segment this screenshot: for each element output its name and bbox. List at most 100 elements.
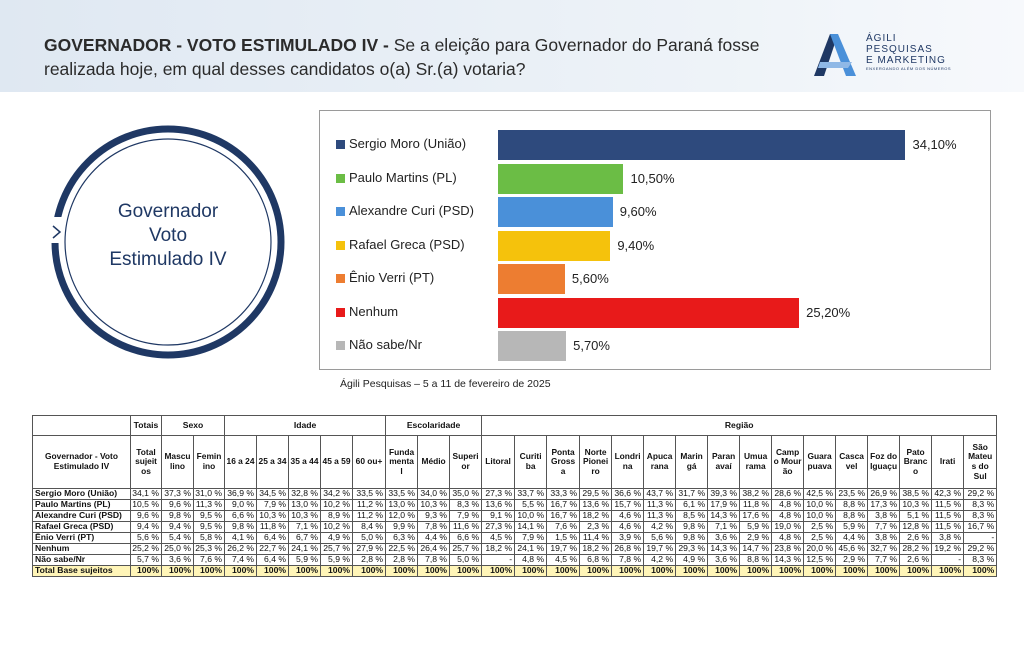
table-cell: 9,8 % bbox=[675, 532, 709, 544]
table-cell: 100% bbox=[417, 565, 451, 577]
bar-row: Nenhum 25,20% bbox=[320, 296, 992, 330]
column-header: Governador - Voto Estimulado IV bbox=[32, 435, 131, 489]
table-cell: 42,5 % bbox=[803, 488, 837, 500]
group-header: Totais bbox=[130, 415, 162, 436]
column-header: Marin gá bbox=[675, 435, 709, 489]
table-cell: 2,8 % bbox=[385, 554, 419, 566]
table-row: Total Base sujeitos 100% 100% 100% 100% 100% 1… bbox=[32, 565, 998, 577]
table-cell: 19,2 % bbox=[931, 543, 965, 555]
category-label: Rafael Greca (PSD) bbox=[349, 237, 465, 252]
table-cell: 100% bbox=[288, 565, 322, 577]
table-cell: 6,4 % bbox=[256, 554, 290, 566]
logo-line-3: E MARKETING bbox=[866, 55, 946, 66]
table-cell: 6,6 % bbox=[449, 532, 483, 544]
bar-row: Rafael Greca (PSD) 9,40% bbox=[320, 229, 992, 263]
table-cell: - bbox=[931, 554, 965, 566]
table-cell: 10,0 % bbox=[803, 510, 837, 522]
legend-swatch bbox=[336, 174, 345, 183]
table-cell: 100% bbox=[931, 565, 965, 577]
table-cell: 12,0 % bbox=[385, 510, 419, 522]
table-cell: 8,3 % bbox=[963, 554, 998, 566]
table-cell: 24,1 % bbox=[514, 543, 548, 555]
table-cell: 33,5 % bbox=[385, 488, 419, 500]
table-cell: 9,8 % bbox=[675, 521, 709, 533]
table-cell: 2,3 % bbox=[579, 521, 613, 533]
row-label: Sergio Moro (União) bbox=[32, 488, 131, 500]
table-cell: 29,5 % bbox=[579, 488, 613, 500]
column-header: 35 a 44 bbox=[288, 435, 322, 489]
table-cell: 13,6 % bbox=[481, 499, 516, 511]
table-cell: 4,6 % bbox=[611, 521, 645, 533]
logo-line-1: ÁGILI bbox=[866, 33, 897, 44]
table-cell: 10,3 % bbox=[417, 499, 451, 511]
table-cell: 10,0 % bbox=[514, 510, 548, 522]
table-cell: 11,5 % bbox=[931, 510, 965, 522]
legend-swatch bbox=[336, 207, 345, 216]
table-cell: 8,4 % bbox=[352, 521, 387, 533]
table-cell: 4,8 % bbox=[771, 532, 805, 544]
title-circle: Governador Voto Estimulado IV bbox=[48, 122, 288, 362]
legend-swatch bbox=[336, 308, 345, 317]
table-cell: 10,3 % bbox=[899, 499, 933, 511]
category-label: Alexandre Curi (PSD) bbox=[349, 203, 474, 218]
table-cell: 8,3 % bbox=[963, 510, 998, 522]
table-cell: 100% bbox=[707, 565, 741, 577]
table-cell: 5,0 % bbox=[352, 532, 387, 544]
legend-swatch bbox=[336, 241, 345, 250]
table-cell: 16,7 % bbox=[546, 510, 581, 522]
title-bold: GOVERNADOR - VOTO ESTIMULADO IV - bbox=[44, 35, 389, 55]
table-cell: 2,8 % bbox=[352, 554, 387, 566]
column-header: 60 ou+ bbox=[352, 435, 387, 489]
table-cell: 4,8 % bbox=[514, 554, 548, 566]
table-cell: 10,0 % bbox=[803, 499, 837, 511]
table-cell: 9,4 % bbox=[130, 521, 162, 533]
table-cell: 37,3 % bbox=[161, 488, 194, 500]
table-cell: 4,2 % bbox=[643, 554, 677, 566]
table-cell: 14,1 % bbox=[514, 521, 548, 533]
table-cell: 3,8 % bbox=[931, 532, 965, 544]
table-cell: 100% bbox=[963, 565, 998, 577]
group-header: Escolaridade bbox=[385, 415, 483, 436]
table-cell: 6,3 % bbox=[385, 532, 419, 544]
legend-swatch bbox=[336, 341, 345, 350]
table-cell: 9,9 % bbox=[385, 521, 419, 533]
table-cell: 11,2 % bbox=[352, 499, 387, 511]
table-cell: 4,9 % bbox=[675, 554, 709, 566]
table-cell: 6,4 % bbox=[256, 532, 290, 544]
table-cell: 28,2 % bbox=[899, 543, 933, 555]
table-cell: 36,9 % bbox=[224, 488, 258, 500]
table-cell: 17,9 % bbox=[707, 499, 741, 511]
table-cell: 11,3 % bbox=[643, 510, 677, 522]
table-cell: 14,3 % bbox=[771, 554, 805, 566]
table-cell: 9,8 % bbox=[161, 510, 194, 522]
column-header: Foz do Iguaçu bbox=[867, 435, 901, 489]
bar bbox=[498, 264, 565, 294]
table-cell: 100% bbox=[675, 565, 709, 577]
table-cell: 36,6 % bbox=[611, 488, 645, 500]
table-cell: 9,3 % bbox=[417, 510, 451, 522]
table-cell: 22,5 % bbox=[385, 543, 419, 555]
column-header: Funda menta l bbox=[385, 435, 419, 489]
data-label: 9,40% bbox=[617, 238, 655, 253]
table-row: Ênio Verri (PT) 5,6 % 5,4 % 5,8 % 4,1 % 6,4 %… bbox=[32, 532, 998, 544]
table-cell: 100% bbox=[739, 565, 773, 577]
table-cell: 14,7 % bbox=[739, 543, 773, 555]
table-cell: 4,1 % bbox=[224, 532, 258, 544]
legend-swatch bbox=[336, 140, 345, 149]
table-cell: 26,4 % bbox=[417, 543, 451, 555]
column-header: Litoral bbox=[481, 435, 516, 489]
table-cell: 7,8 % bbox=[417, 554, 451, 566]
table-cell: 3,6 % bbox=[161, 554, 194, 566]
table-cell: 11,6 % bbox=[449, 521, 483, 533]
table-cell: 16,7 % bbox=[546, 499, 581, 511]
data-label: 10,50% bbox=[630, 171, 675, 186]
table-cell: 33,3 % bbox=[546, 488, 581, 500]
data-label: 25,20% bbox=[806, 305, 851, 320]
table-cell: 7,4 % bbox=[224, 554, 258, 566]
table-cell: 7,9 % bbox=[256, 499, 290, 511]
table-cell: 14,3 % bbox=[707, 510, 741, 522]
column-header: Irati bbox=[931, 435, 965, 489]
table-cell: 10,2 % bbox=[320, 499, 354, 511]
table-cell: 100% bbox=[481, 565, 516, 577]
table-cell: 5,8 % bbox=[192, 532, 226, 544]
